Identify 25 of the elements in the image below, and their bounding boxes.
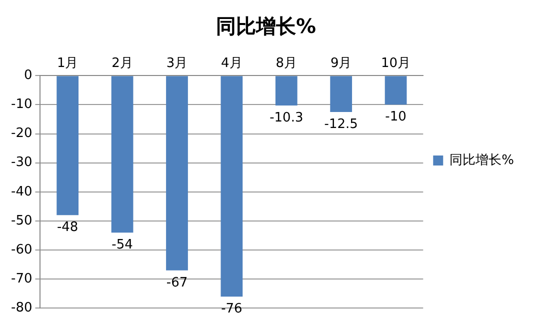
data-label: -10 [385, 110, 406, 125]
data-label: -12.5 [324, 116, 358, 132]
x-tick-label: 9月 [330, 56, 352, 72]
y-tick-label: -30 [11, 155, 32, 170]
y-tick-label: -10 [11, 97, 32, 112]
chart-title: 同比增长% [216, 14, 316, 38]
x-tick-label: 3月 [166, 56, 188, 72]
x-tick-label: 1月 [56, 56, 78, 72]
y-tick-label: -60 [11, 242, 32, 258]
y-tick-label: -40 [11, 184, 32, 200]
data-label: -54 [112, 237, 133, 252]
y-tick-label: -50 [11, 213, 32, 228]
data-label: -48 [56, 220, 78, 236]
y-tick-label: -20 [11, 126, 32, 142]
data-label: -67 [166, 275, 188, 290]
x-tick-label: 4月 [221, 56, 242, 72]
legend-label: 同比增长% [450, 152, 514, 168]
x-tick-label: 10月 [381, 56, 411, 72]
data-label: -76 [221, 301, 242, 316]
y-tick-label: -80 [11, 300, 32, 316]
x-tick-label: 2月 [112, 56, 133, 72]
y-tick-label: -70 [11, 272, 32, 286]
data-label: -10.3 [270, 110, 304, 126]
x-tick-label: 8月 [276, 56, 298, 72]
y-tick-label: 0 [24, 68, 32, 83]
